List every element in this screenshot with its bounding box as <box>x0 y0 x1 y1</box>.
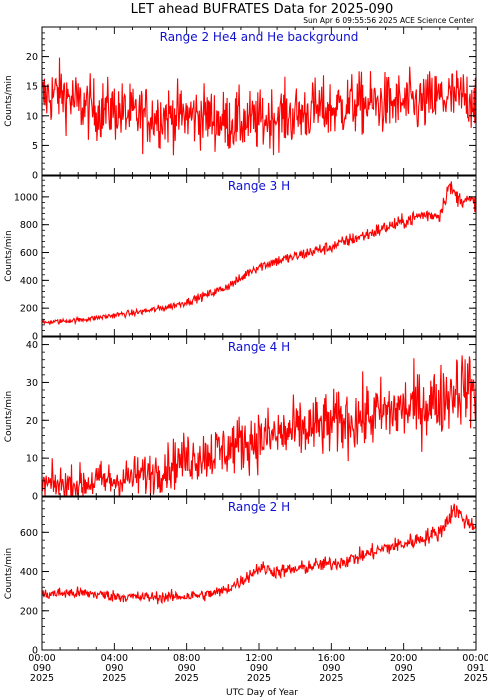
panel-2: 0 200 400 600 800 1000 Counts/min Range 3 H <box>4 175 477 343</box>
x-axis-title: UTC Day of Year <box>226 688 298 698</box>
x-axis-labels: 00:00090202504:00090202508:00090202512:0… <box>28 653 488 684</box>
x-tick-label-year: 2025 <box>175 673 199 684</box>
y-tick-label: 20 <box>26 416 38 427</box>
x-tick-label-time: 04:00 <box>101 653 128 664</box>
y-tick-label: 10 <box>26 454 38 465</box>
figure-title: LET ahead BUFRATES Data for 2025-090 <box>131 2 394 17</box>
y-tick-label: 30 <box>26 378 38 389</box>
y-tick-label: 0 <box>32 332 38 343</box>
x-tick-label-doy: 090 <box>250 663 268 674</box>
x-tick-label-doy: 090 <box>395 663 413 674</box>
y-tick-label: 400 <box>20 567 38 578</box>
panels-group: 0 5 10 15 20 Counts/min Range 2 He4 and He bac… <box>4 26 477 657</box>
x-tick-label-year: 2025 <box>102 673 126 684</box>
y-axis-label: Counts/min <box>4 75 14 126</box>
y-tick-label: 200 <box>20 606 38 617</box>
x-tick-label-year: 2025 <box>319 673 343 684</box>
x-tick-label-doy: 090 <box>33 663 51 674</box>
y-tick-label: 0 <box>32 492 38 503</box>
generation-timestamp: Sun Apr 6 09:55:56 2025 ACE Science Cent… <box>303 16 475 25</box>
series-line-panel-2 <box>42 181 476 326</box>
series-line-panel-3 <box>42 355 476 496</box>
y-tick-label: 200 <box>20 304 38 315</box>
panel-label: Range 2 He4 and He background <box>160 30 359 44</box>
panel-label: Range 2 H <box>228 500 290 514</box>
x-tick-label-year: 2025 <box>247 673 271 684</box>
series-line-panel-4 <box>42 503 476 605</box>
x-tick-label-time: 00:00 <box>462 653 488 664</box>
y-axis-label: Counts/min <box>4 548 14 599</box>
y-tick-label: 15 <box>26 82 38 93</box>
y-tick-label: 10 <box>26 111 38 122</box>
x-tick-label-doy: 090 <box>105 663 123 674</box>
panel-label: Range 3 H <box>228 179 290 193</box>
y-tick-label: 40 <box>26 340 38 351</box>
x-tick-label-doy: 090 <box>178 663 196 674</box>
x-tick-label-doy: 091 <box>467 663 485 674</box>
x-tick-label-year: 2025 <box>30 673 54 684</box>
y-axis-label: Counts/min <box>4 230 14 281</box>
y-tick-label: 0 <box>32 646 38 657</box>
y-tick-label: 0 <box>32 171 38 182</box>
y-tick-label: 5 <box>32 141 38 152</box>
panel-4: 0 200 400 600 Counts/min Range 2 H <box>4 496 477 657</box>
x-tick-label-time: 12:00 <box>245 653 272 664</box>
x-tick-label-time: 00:00 <box>28 653 55 664</box>
y-tick-label: 800 <box>20 220 38 231</box>
panel-1: 0 5 10 15 20 Counts/min Range 2 He4 and He bac… <box>4 26 477 182</box>
panel-label: Range 4 H <box>228 340 290 354</box>
plot-frame <box>41 496 477 651</box>
y-tick-label: 20 <box>26 52 38 63</box>
y-tick-label: 400 <box>20 276 38 287</box>
x-tick-label-year: 2025 <box>464 673 488 684</box>
y-tick-label: 600 <box>20 528 38 539</box>
x-tick-label-doy: 090 <box>322 663 340 674</box>
x-tick-label-year: 2025 <box>392 673 416 684</box>
panel-3: 0 10 20 30 40 Counts/min Range 4 H <box>4 336 477 503</box>
x-tick-label-time: 20:00 <box>390 653 417 664</box>
x-tick-label-time: 16:00 <box>318 653 345 664</box>
series-line-panel-1 <box>42 57 476 156</box>
y-tick-label: 600 <box>20 248 38 259</box>
y-axis-label: Counts/min <box>4 391 14 442</box>
x-tick-label-time: 08:00 <box>173 653 200 664</box>
y-tick-label: 1000 <box>14 192 38 203</box>
plot-frame <box>41 175 477 337</box>
